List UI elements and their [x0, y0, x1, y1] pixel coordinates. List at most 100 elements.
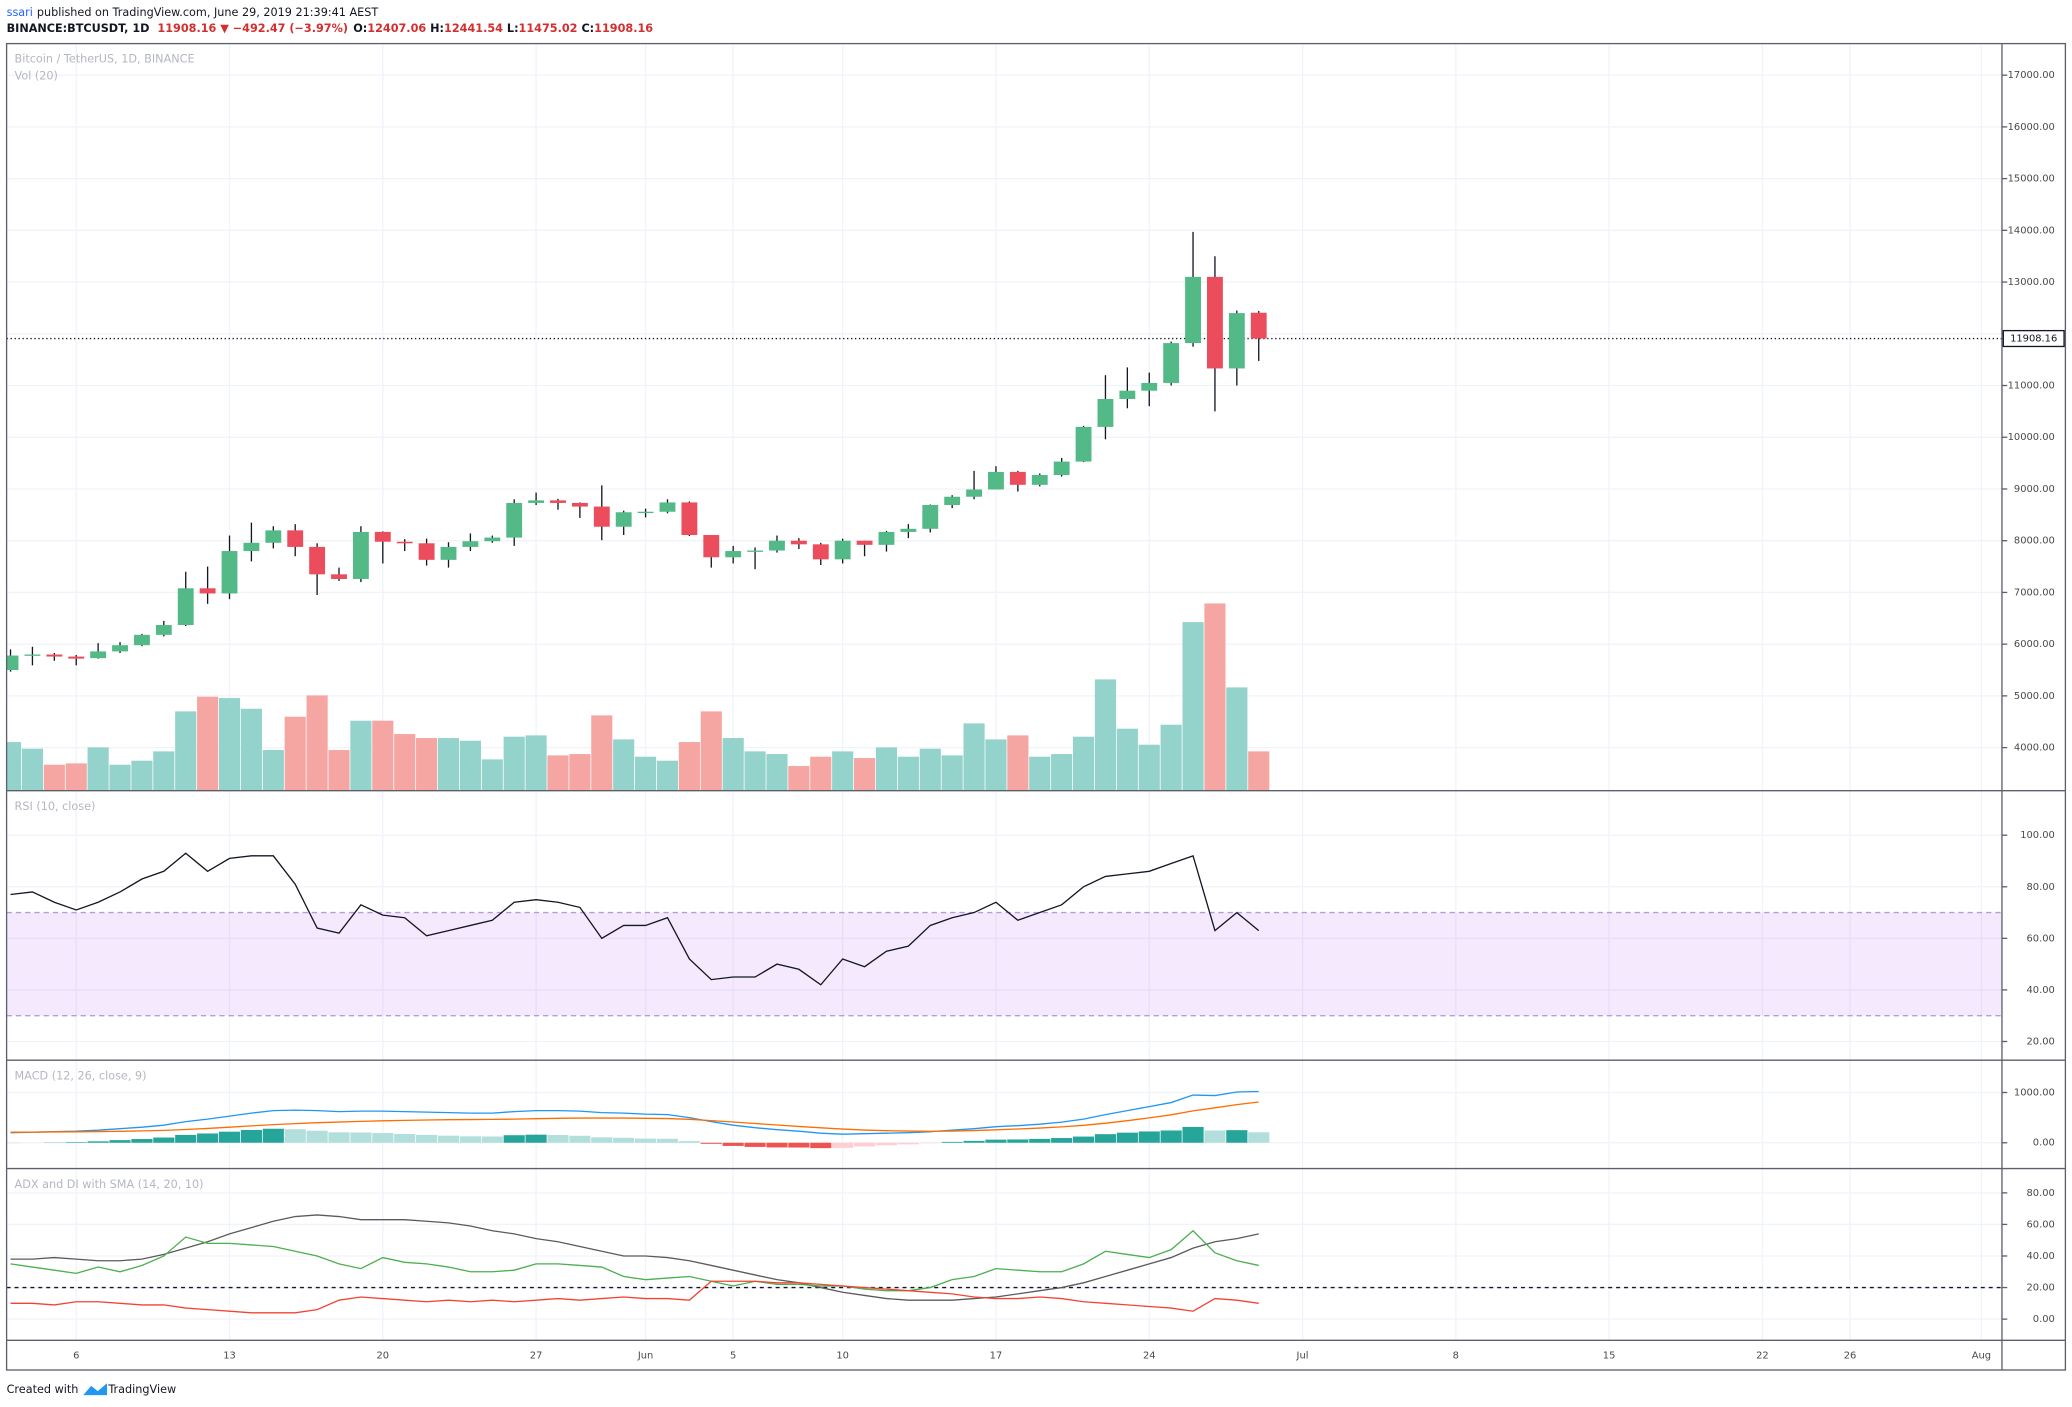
candle-body — [769, 540, 785, 551]
volume-bar — [656, 760, 679, 791]
candle-body — [659, 502, 676, 512]
candle-body — [1119, 390, 1136, 399]
volume-bar — [525, 735, 547, 791]
logo-icon — [83, 1383, 108, 1396]
histogram-bar — [328, 1132, 350, 1143]
grid — [6, 43, 2002, 1340]
histogram-bar — [853, 1142, 876, 1147]
x-tick-label: 17 — [990, 1350, 1003, 1361]
candle-body — [90, 651, 107, 659]
volume-bar — [21, 748, 44, 791]
y-tick-label: 7000.00 — [2014, 587, 2055, 598]
histogram-bar — [1138, 1131, 1160, 1143]
ohlc-key: L: — [507, 22, 519, 35]
y-tick-label: 20.00 — [2026, 1036, 2054, 1047]
pane-legend: MACD (12, 26, close, 9) — [15, 1070, 147, 1083]
volume-bar — [240, 708, 262, 791]
volume-bar — [941, 755, 963, 791]
x-tick-label: 22 — [1756, 1350, 1769, 1361]
author[interactable]: ssari — [7, 6, 33, 19]
volume-bar — [109, 764, 131, 791]
volume-bar — [1226, 687, 1248, 791]
histogram-bar — [459, 1136, 481, 1143]
y-tick-label: 1000.00 — [2014, 1088, 2055, 1099]
histogram-bar — [1072, 1136, 1095, 1143]
candle-body — [944, 496, 961, 506]
candle-body — [637, 511, 654, 514]
histogram-bar — [240, 1129, 262, 1143]
histogram-bar — [65, 1142, 87, 1143]
candle-body — [46, 654, 63, 657]
symbol: BINANCE:BTCUSDT, 1D — [7, 22, 150, 35]
candle-body — [440, 546, 457, 560]
histogram-bar — [1160, 1130, 1182, 1143]
histogram-bar — [306, 1130, 328, 1143]
candle-body — [112, 645, 128, 652]
y-tick-label: 80.00 — [2026, 882, 2054, 893]
volume-bar — [1029, 756, 1051, 791]
candle-body — [703, 535, 720, 558]
volume-bar — [569, 754, 591, 791]
footer-brand[interactable]: TradingView — [107, 1383, 176, 1396]
volume-bar — [810, 756, 832, 791]
histogram-bar — [569, 1135, 591, 1143]
volume-bar — [328, 750, 350, 791]
histogram-bar — [1051, 1138, 1073, 1143]
volume-bar — [306, 695, 328, 791]
histogram-bar — [1094, 1134, 1117, 1143]
candle-body — [374, 531, 391, 542]
volume-bar — [262, 750, 284, 791]
y-tick-label: 8000.00 — [2014, 536, 2055, 547]
volume-bar — [788, 766, 810, 791]
candle-body — [331, 574, 347, 579]
y-tick-label: 20.00 — [2026, 1283, 2054, 1294]
y-tick-label: 0.00 — [2033, 1138, 2055, 1149]
histogram-bar — [656, 1138, 679, 1143]
histogram-bar — [153, 1137, 175, 1143]
y-tick-label: 80.00 — [2026, 1188, 2054, 1199]
candle-body — [1097, 398, 1114, 427]
x-tick-label: 10 — [836, 1350, 849, 1361]
volume-bar — [284, 716, 306, 791]
y-tick-label: 11000.00 — [2008, 381, 2055, 392]
x-tick-label: 27 — [530, 1350, 543, 1361]
line — [10, 1214, 1259, 1301]
histogram-bar — [941, 1141, 963, 1143]
volume-bar — [1116, 728, 1138, 791]
volume-bar — [394, 734, 416, 791]
outer-border — [5, 42, 2067, 1371]
histogram-bar — [1204, 1130, 1226, 1143]
ohlc-key: H: — [430, 22, 444, 35]
volume-bar — [722, 738, 744, 791]
y-tick-label: 15000.00 — [2008, 174, 2055, 185]
x-tick-label: 24 — [1143, 1350, 1156, 1361]
candle-body — [747, 550, 764, 552]
frame — [5, 42, 2067, 1371]
candle-body — [1075, 426, 1092, 462]
candle-body — [988, 471, 1004, 490]
histogram-bar — [897, 1142, 919, 1145]
published: published on TradingView.com, June 29, 2… — [37, 6, 378, 19]
volume-bar — [350, 720, 372, 791]
logo[interactable]: TradingView — [83, 1383, 176, 1396]
volume-bar — [875, 747, 898, 791]
candle-body — [1053, 461, 1070, 476]
histogram-bar — [1029, 1138, 1051, 1143]
candle-body — [834, 540, 851, 560]
candle-body — [1185, 276, 1201, 344]
x-tick-label: 8 — [1453, 1350, 1459, 1361]
volume-bar — [1248, 751, 1270, 791]
pane-legend: Bitcoin / TetherUS, 1D, BINANCE — [15, 52, 195, 65]
volume-bar — [613, 739, 635, 791]
histogram-bar — [262, 1128, 284, 1143]
volume-bar — [591, 715, 613, 791]
x-tick-label: Jul — [1296, 1350, 1309, 1361]
volume-bar — [43, 764, 65, 791]
histogram-bar — [678, 1141, 700, 1143]
x-tick-label: 13 — [223, 1350, 236, 1361]
volume-bar — [919, 748, 941, 791]
y-tick-label: 40.00 — [2026, 1251, 2054, 1262]
y-tick-label: 100.00 — [2020, 830, 2055, 841]
